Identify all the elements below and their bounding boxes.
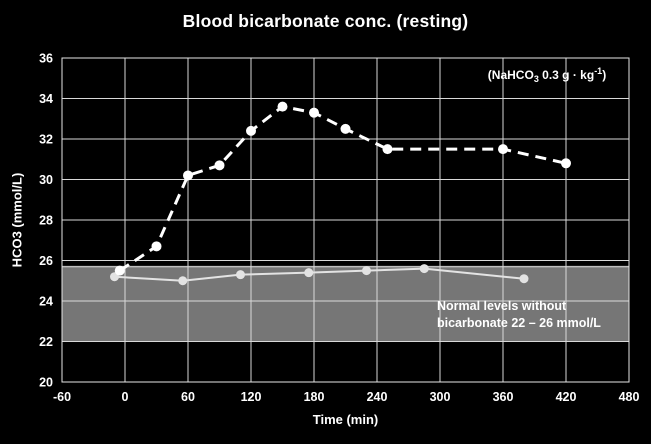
series-bicarbonate-marker (114, 265, 125, 276)
y-tick-label: 36 (39, 52, 53, 66)
x-tick-label: 240 (367, 390, 388, 404)
y-tick-label: 34 (39, 92, 53, 106)
series-bicarbonate-marker (309, 107, 319, 118)
x-tick-label: 180 (304, 390, 325, 404)
dose-annotation: (NaHCO3 0.3 g · kg-1) (432, 66, 651, 84)
x-tick-label: 420 (556, 390, 577, 404)
dose-annotation-mid: 0.3 g · kg (538, 68, 595, 82)
series-bicarbonate-marker (382, 144, 393, 155)
x-tick-label: 120 (241, 390, 262, 404)
y-tick-label: 24 (39, 295, 53, 309)
normal-band-label: Normal levels without bicarbonate 22 – 2… (437, 298, 601, 332)
x-axis-title: Time (min) (312, 412, 379, 427)
series-bicarbonate-marker (151, 241, 162, 252)
series-bicarbonate-marker (246, 125, 256, 136)
series-bicarbonate-marker (340, 123, 351, 134)
chart-title: Blood bicarbonate conc. (resting) (182, 11, 469, 31)
series-control-marker (304, 268, 314, 278)
y-tick-label: 30 (39, 173, 53, 187)
series-control-marker (236, 270, 245, 280)
y-tick-label: 22 (39, 335, 53, 349)
series-control-marker (178, 276, 188, 286)
x-tick-label: 60 (181, 390, 195, 404)
x-tick-label: 0 (122, 390, 129, 404)
x-tick-label: 480 (619, 390, 640, 404)
x-tick-label: 300 (430, 390, 451, 404)
series-control-marker (519, 274, 529, 284)
y-tick-label: 28 (39, 214, 53, 228)
y-axis-title: HCO3 (mmol/L) (9, 172, 25, 268)
normal-band-label-line1: Normal levels without (437, 299, 567, 313)
y-tick-label: 26 (39, 254, 53, 268)
plot-frame (61, 57, 630, 383)
dose-annotation-pre: (NaHCO (487, 68, 534, 82)
normal-band-label-line2: bicarbonate 22 – 26 mmol/L (437, 316, 601, 330)
x-tick-label: -60 (53, 390, 71, 404)
dose-annotation-post: ) (602, 68, 607, 82)
dose-annotation-superscript: -1 (594, 66, 603, 76)
series-bicarbonate-marker (277, 101, 288, 112)
series-control-marker (362, 266, 371, 276)
series-bicarbonate-marker (183, 170, 193, 181)
x-tick-label: 360 (493, 390, 514, 404)
series-bicarbonate-marker (498, 144, 508, 155)
series-control-marker (419, 264, 429, 274)
y-tick-label: 20 (39, 376, 53, 390)
dose-annotation-subscript: 3 (533, 74, 539, 84)
y-tick-label: 32 (39, 133, 53, 147)
series-bicarbonate-marker (561, 158, 571, 169)
series-bicarbonate-marker (214, 160, 225, 171)
